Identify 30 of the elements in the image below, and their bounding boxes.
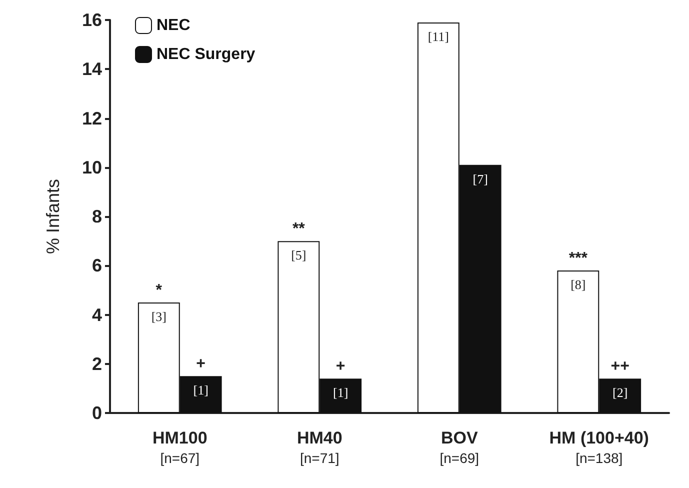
y-tick-label: 6 (92, 256, 102, 276)
annotation: *** (568, 250, 588, 268)
y-tick-label: 4 (92, 304, 102, 325)
annotation: [1] (333, 385, 348, 400)
y-axis-title: % Infants (43, 178, 63, 254)
annotation: [5] (291, 248, 306, 263)
annotation: [1] (193, 382, 208, 398)
legend-label: NEC Surgery (156, 46, 256, 63)
x-tick-label: HM (100+40) [n=138] (549, 428, 649, 466)
annotation: [2] (612, 385, 628, 400)
annotation: ++ (610, 358, 630, 376)
y-tick-label: 0 (92, 403, 102, 423)
annotation: [3] (151, 308, 166, 324)
annotation: [7] (472, 171, 488, 186)
x-tick-label: HM40 [n=71] (296, 428, 342, 466)
annotation: + (336, 358, 346, 376)
y-tick-label: 16 (82, 10, 102, 30)
y-tick-label: 14 (82, 59, 102, 80)
annotation: [8] (570, 277, 586, 292)
y-tick-label: 12 (82, 108, 102, 128)
annotation: [11] (428, 28, 450, 44)
annotation: + (196, 356, 206, 373)
annotation: * (156, 282, 163, 299)
y-tick-label: 2 (92, 354, 102, 374)
x-tick-label: HM100 [n=67] (152, 428, 208, 466)
annotation: ** (292, 220, 306, 238)
y-tick-label: 8 (92, 206, 102, 226)
x-tick-label: BOV [n=69] (440, 428, 480, 466)
y-tick-label: 10 (82, 157, 102, 178)
legend-label: NEC (156, 17, 191, 34)
